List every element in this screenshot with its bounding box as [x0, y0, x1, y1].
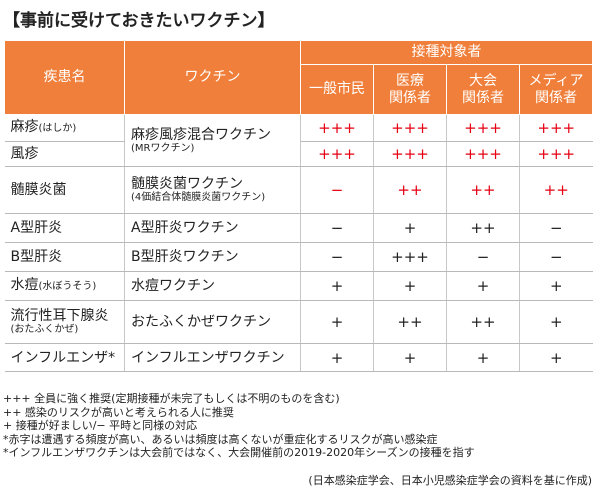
legend-notes: +++ 全員に強く推奨(定期接種が未完了もしくは不明のものを含む) ++ 感染の…	[3, 392, 597, 460]
vaccine-name: A型肝炎ワクチン	[131, 220, 239, 236]
vaccine-name: インフルエンザワクチン	[131, 349, 285, 366]
header-vaccine: ワクチン	[124, 40, 301, 115]
mark-cell: ++	[373, 300, 447, 344]
mark-cell: +	[373, 213, 447, 243]
disease-cell: 髄膜炎菌	[4, 166, 125, 214]
mark-cell: +	[373, 343, 447, 372]
mark-cell: −	[300, 242, 374, 272]
vaccine-table: 疾患名 ワクチン 接種対象者 一般市民 医療 関係者 大会 関係者 メディア 関…	[4, 40, 593, 372]
table-row: A型肝炎 A型肝炎ワクチン − + ++ −	[4, 213, 593, 243]
vaccine-name: 麻疹風疹混合ワクチン	[131, 126, 271, 143]
mark-cell: ++	[446, 166, 520, 214]
table-row: 麻疹(はしか) 麻疹風疹混合ワクチン (MRワクチン) +++ +++ +++ +…	[4, 114, 593, 167]
mark-cell: +++	[519, 114, 593, 142]
vaccine-name: 髄膜炎菌ワクチン	[131, 176, 243, 192]
note-line: +++ 全員に強く推奨(定期接種が未完了もしくは不明のものを含む)	[3, 392, 340, 405]
disease-cell: A型肝炎	[4, 213, 125, 243]
mark-cell: +	[519, 271, 593, 301]
vaccine-cell: インフルエンザワクチン	[124, 343, 301, 372]
mark-cell: +++	[446, 114, 520, 142]
mark-cell: −	[446, 242, 520, 272]
header-group-label: 一般市民	[309, 81, 365, 97]
table-row: 流行性耳下腺炎 (おたふくかぜ) おたふくかぜワクチン + ++ ++ +	[4, 300, 593, 344]
page-title: 【事前に受けておきたいワクチン】	[3, 11, 275, 31]
vaccine-cell: 水痘ワクチン	[124, 271, 301, 301]
disease-cell: 流行性耳下腺炎 (おたふくかぜ)	[4, 300, 125, 344]
vaccine-cell: 髄膜炎菌ワクチン (4価結合体髄膜炎菌ワクチン)	[124, 166, 301, 214]
header-group-media: メディア 関係者	[519, 64, 593, 115]
note-line: *インフルエンザワクチンは大会前ではなく、大会開催前の2019-2020年シーズ…	[3, 446, 475, 459]
disease-cell: インフルエンザ*	[4, 343, 125, 372]
mark-cell: +++	[446, 141, 520, 167]
vaccine-cell: B型肝炎ワクチン	[124, 242, 301, 272]
disease-name: A型肝炎	[10, 220, 63, 236]
table-row: 髄膜炎菌 髄膜炎菌ワクチン (4価結合体髄膜炎菌ワクチン) − ++ ++ ++	[4, 166, 593, 214]
vaccine-cell: おたふくかぜワクチン	[124, 300, 301, 344]
header-group-label: メディア 関係者	[528, 72, 584, 106]
mark-cell: ++	[519, 166, 593, 214]
header-group-label: 大会 関係者	[462, 72, 504, 106]
table-row: インフルエンザ* インフルエンザワクチン + + + +	[4, 343, 593, 372]
mark-cell: +	[446, 343, 520, 372]
disease-cell: 水痘(水ぼうそう)	[4, 271, 125, 301]
header-target-group: 接種対象者	[300, 40, 593, 65]
table-row: 風疹 +++ +++ +++ +++	[4, 141, 593, 167]
vaccine-cell: A型肝炎ワクチン	[124, 213, 301, 243]
disease-cell: 麻疹(はしか)	[4, 114, 125, 142]
header-group-general: 一般市民	[300, 64, 374, 115]
disease-note: (おたふくかぜ)	[10, 324, 79, 335]
mark-cell: −	[300, 213, 374, 243]
table-row: 水痘(水ぼうそう) 水痘ワクチン + + + +	[4, 271, 593, 301]
mark-cell: +	[519, 343, 593, 372]
vaccine-note: (MRワクチン)	[131, 142, 195, 154]
disease-cell: B型肝炎	[4, 242, 125, 272]
vaccine-name: 水痘ワクチン	[131, 278, 215, 294]
disease-name: 流行性耳下腺炎	[10, 308, 109, 324]
mark-cell: −	[300, 166, 374, 214]
mark-cell: −	[519, 242, 593, 272]
disease-cell: 風疹	[4, 141, 125, 167]
header-group-medical: 医療 関係者	[373, 64, 447, 115]
disease-name: B型肝炎	[10, 249, 63, 265]
mark-cell: +++	[300, 141, 374, 167]
mark-cell: +	[519, 300, 593, 344]
mark-cell: +	[446, 271, 520, 301]
disease-note: (水ぼうそう)	[38, 281, 97, 292]
source-credit: (日本感染症学会、日本小児感染症学会の資料を基に作成)	[308, 474, 592, 487]
disease-note: (はしか)	[38, 123, 77, 134]
disease-name: 麻疹	[10, 119, 39, 135]
mark-cell: −	[519, 213, 593, 243]
header-group-label: 医療 関係者	[389, 72, 431, 106]
mark-cell: +++	[373, 141, 447, 167]
table-row: B型肝炎 B型肝炎ワクチン − +++ − −	[4, 242, 593, 272]
mark-cell: ++	[446, 213, 520, 243]
disease-name: 水痘	[10, 277, 39, 293]
mark-cell: +	[300, 343, 374, 372]
note-line: *赤字は遭遇する頻度が高い、あるいは頻度は高くないが重症化するリスクが高い感染症	[3, 432, 438, 446]
mark-cell: +++	[300, 114, 374, 142]
note-line: ++ 感染のリスクが高いと考えられる人に推奨	[3, 405, 234, 419]
mark-cell: +++	[373, 114, 447, 142]
disease-name: 髄膜炎菌	[10, 182, 67, 198]
disease-name: 風疹	[10, 146, 39, 162]
mark-cell: +	[300, 271, 374, 301]
header-group-event: 大会 関係者	[446, 64, 520, 115]
vaccine-name: B型肝炎ワクチン	[131, 249, 239, 265]
note-line: + 接種が好ましい/− 平時と同様の対応	[3, 419, 198, 432]
disease-name: インフルエンザ*	[10, 349, 116, 366]
header-disease: 疾患名	[4, 40, 125, 115]
mark-cell: ++	[446, 300, 520, 344]
mark-cell: +	[373, 271, 447, 301]
vaccine-name: おたふくかぜワクチン	[131, 314, 271, 330]
mark-cell: +	[300, 300, 374, 344]
mark-cell: +++	[519, 141, 593, 167]
vaccine-cell: 麻疹風疹混合ワクチン (MRワクチン)	[124, 114, 301, 167]
mark-cell: ++	[373, 166, 447, 214]
vaccine-note: (4価結合体髄膜炎菌ワクチン)	[131, 192, 266, 203]
mark-cell: +++	[373, 242, 447, 272]
